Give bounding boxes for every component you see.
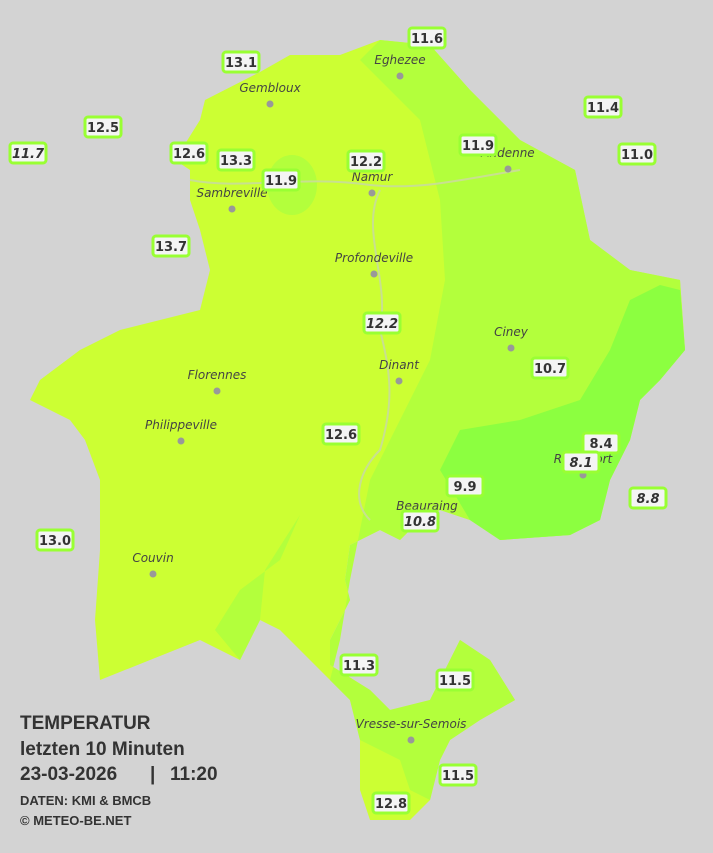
- station-value: 12.5: [87, 121, 119, 136]
- station-value: 11.9: [462, 139, 494, 154]
- legend-separator: |: [150, 764, 155, 785]
- station-box: [628, 486, 668, 510]
- station-box: [407, 26, 447, 50]
- station-value: 8.1: [569, 456, 592, 471]
- legend-text: © METEO-BE.NET: [20, 813, 131, 828]
- station-box: [346, 149, 386, 173]
- warm-zone: [330, 40, 685, 800]
- station-value: 13.7: [155, 240, 187, 255]
- town-label: Vresse-sur-Semois: [356, 717, 467, 731]
- town-label: Dinant: [379, 358, 420, 372]
- legend-text: TEMPERATUR: [20, 713, 151, 734]
- station-value: 13.0: [39, 534, 71, 549]
- station-value: 9.9: [453, 480, 476, 495]
- station-value: 11.0: [621, 148, 653, 163]
- town-dot: [395, 377, 403, 385]
- town-dot: [149, 570, 157, 578]
- station-box: [35, 528, 75, 552]
- town-label: Philippeville: [145, 418, 217, 432]
- station-value: 13.3: [220, 154, 252, 169]
- station-box: [216, 148, 256, 172]
- station-box: [438, 763, 478, 787]
- station-value: 8.8: [636, 492, 659, 507]
- station-value: 10.8: [404, 515, 436, 530]
- town-label: Gembloux: [239, 81, 301, 95]
- station-value: 11.9: [265, 174, 297, 189]
- station-box: [617, 142, 657, 166]
- town-dot: [368, 189, 376, 197]
- station-value: 11.3: [343, 659, 375, 674]
- station-box: [339, 653, 379, 677]
- station-value: 11.5: [442, 769, 474, 784]
- station-box: [530, 356, 570, 380]
- town-label: Ciney: [494, 325, 529, 339]
- town-label: Florennes: [188, 368, 247, 382]
- warm-zone-west: [215, 515, 300, 660]
- station-box: [169, 141, 209, 165]
- station-value: 10.7: [534, 362, 566, 377]
- station-box: [435, 668, 475, 692]
- station-box: [221, 50, 261, 74]
- town-dot: [177, 437, 185, 445]
- station-value: 12.8: [375, 797, 407, 812]
- station-value: 11.5: [439, 674, 471, 689]
- station-box: [362, 311, 402, 335]
- town-dot: [266, 100, 274, 108]
- station-value: 12.2: [366, 317, 398, 332]
- station-value: 12.6: [173, 147, 205, 162]
- station-box: [445, 474, 485, 498]
- town-label: Namur: [352, 170, 394, 184]
- river: [189, 169, 521, 521]
- station-value: 11.7: [12, 147, 45, 162]
- town-dot: [370, 270, 378, 278]
- station-box: [581, 431, 621, 455]
- town-label: Eghezee: [374, 53, 425, 67]
- town-label: Couvin: [132, 551, 173, 565]
- station-value: 12.6: [325, 428, 357, 443]
- station-box: [371, 791, 411, 815]
- station-box: [83, 115, 123, 139]
- station-box: [261, 168, 301, 192]
- town-dot: [396, 72, 404, 80]
- station-value: 11.4: [587, 101, 619, 116]
- town-label: Sambreville: [196, 186, 267, 200]
- legend-text: letzten 10 Minuten: [20, 739, 185, 760]
- town-dot: [213, 387, 221, 395]
- station-box: [458, 133, 498, 157]
- town-dot: [507, 344, 515, 352]
- station-value: 11.6: [411, 32, 443, 47]
- legend-text: DATEN: KMI & BMCB: [20, 793, 151, 808]
- station-box: [321, 422, 361, 446]
- cool-zone: [440, 285, 685, 540]
- station-box: [583, 95, 623, 119]
- town-dot: [228, 205, 236, 213]
- station-box: [400, 509, 440, 533]
- legend-time: 11:20: [170, 764, 218, 785]
- station-box: [561, 450, 601, 474]
- legend-date: 23-03-2026: [20, 764, 117, 785]
- station-value: 13.1: [225, 56, 257, 71]
- town-dot: [407, 736, 415, 744]
- town-dot: [504, 165, 512, 173]
- town-label: Profondeville: [335, 251, 413, 265]
- station-box: [8, 141, 48, 165]
- station-box: [151, 234, 191, 258]
- station-value: 12.2: [350, 155, 382, 170]
- station-value: 8.4: [589, 437, 612, 452]
